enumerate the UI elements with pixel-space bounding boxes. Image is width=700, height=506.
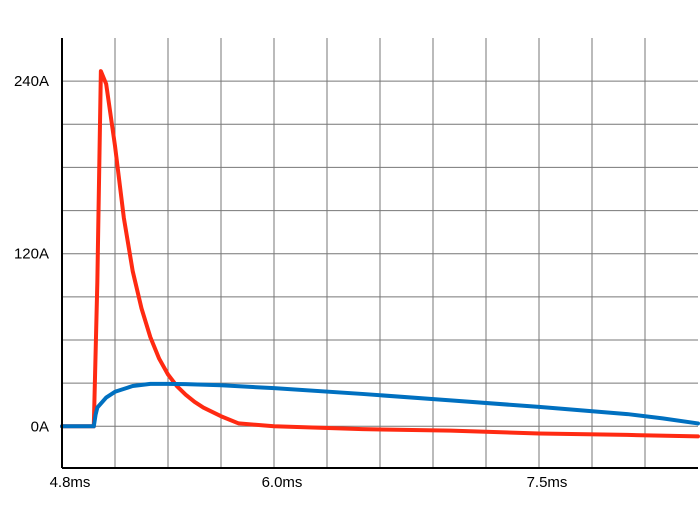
x-tick-label: 4.8ms (50, 474, 91, 491)
series-layer (60, 69, 700, 439)
grid-lines (62, 38, 698, 468)
series-line-1 (60, 69, 700, 439)
tick-labels: 0A 120A 240A 4.8ms 6.0ms 7.5ms (14, 73, 567, 491)
x-tick-label: 6.0ms (262, 474, 303, 491)
y-tick-label: 120A (14, 246, 49, 263)
series-line-2 (60, 381, 700, 429)
y-tick-label: 240A (14, 73, 49, 90)
x-tick-label: 7.5ms (527, 474, 568, 491)
y-tick-label: 0A (31, 418, 49, 435)
